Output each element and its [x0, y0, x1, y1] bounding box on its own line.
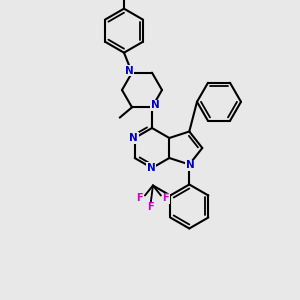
Text: N: N [129, 133, 138, 143]
Text: F: F [136, 194, 143, 203]
Text: F: F [163, 194, 169, 203]
Text: N: N [186, 160, 195, 170]
Text: N: N [151, 100, 159, 110]
Text: N: N [124, 66, 134, 76]
Text: N: N [147, 163, 155, 173]
Text: F: F [148, 202, 154, 212]
